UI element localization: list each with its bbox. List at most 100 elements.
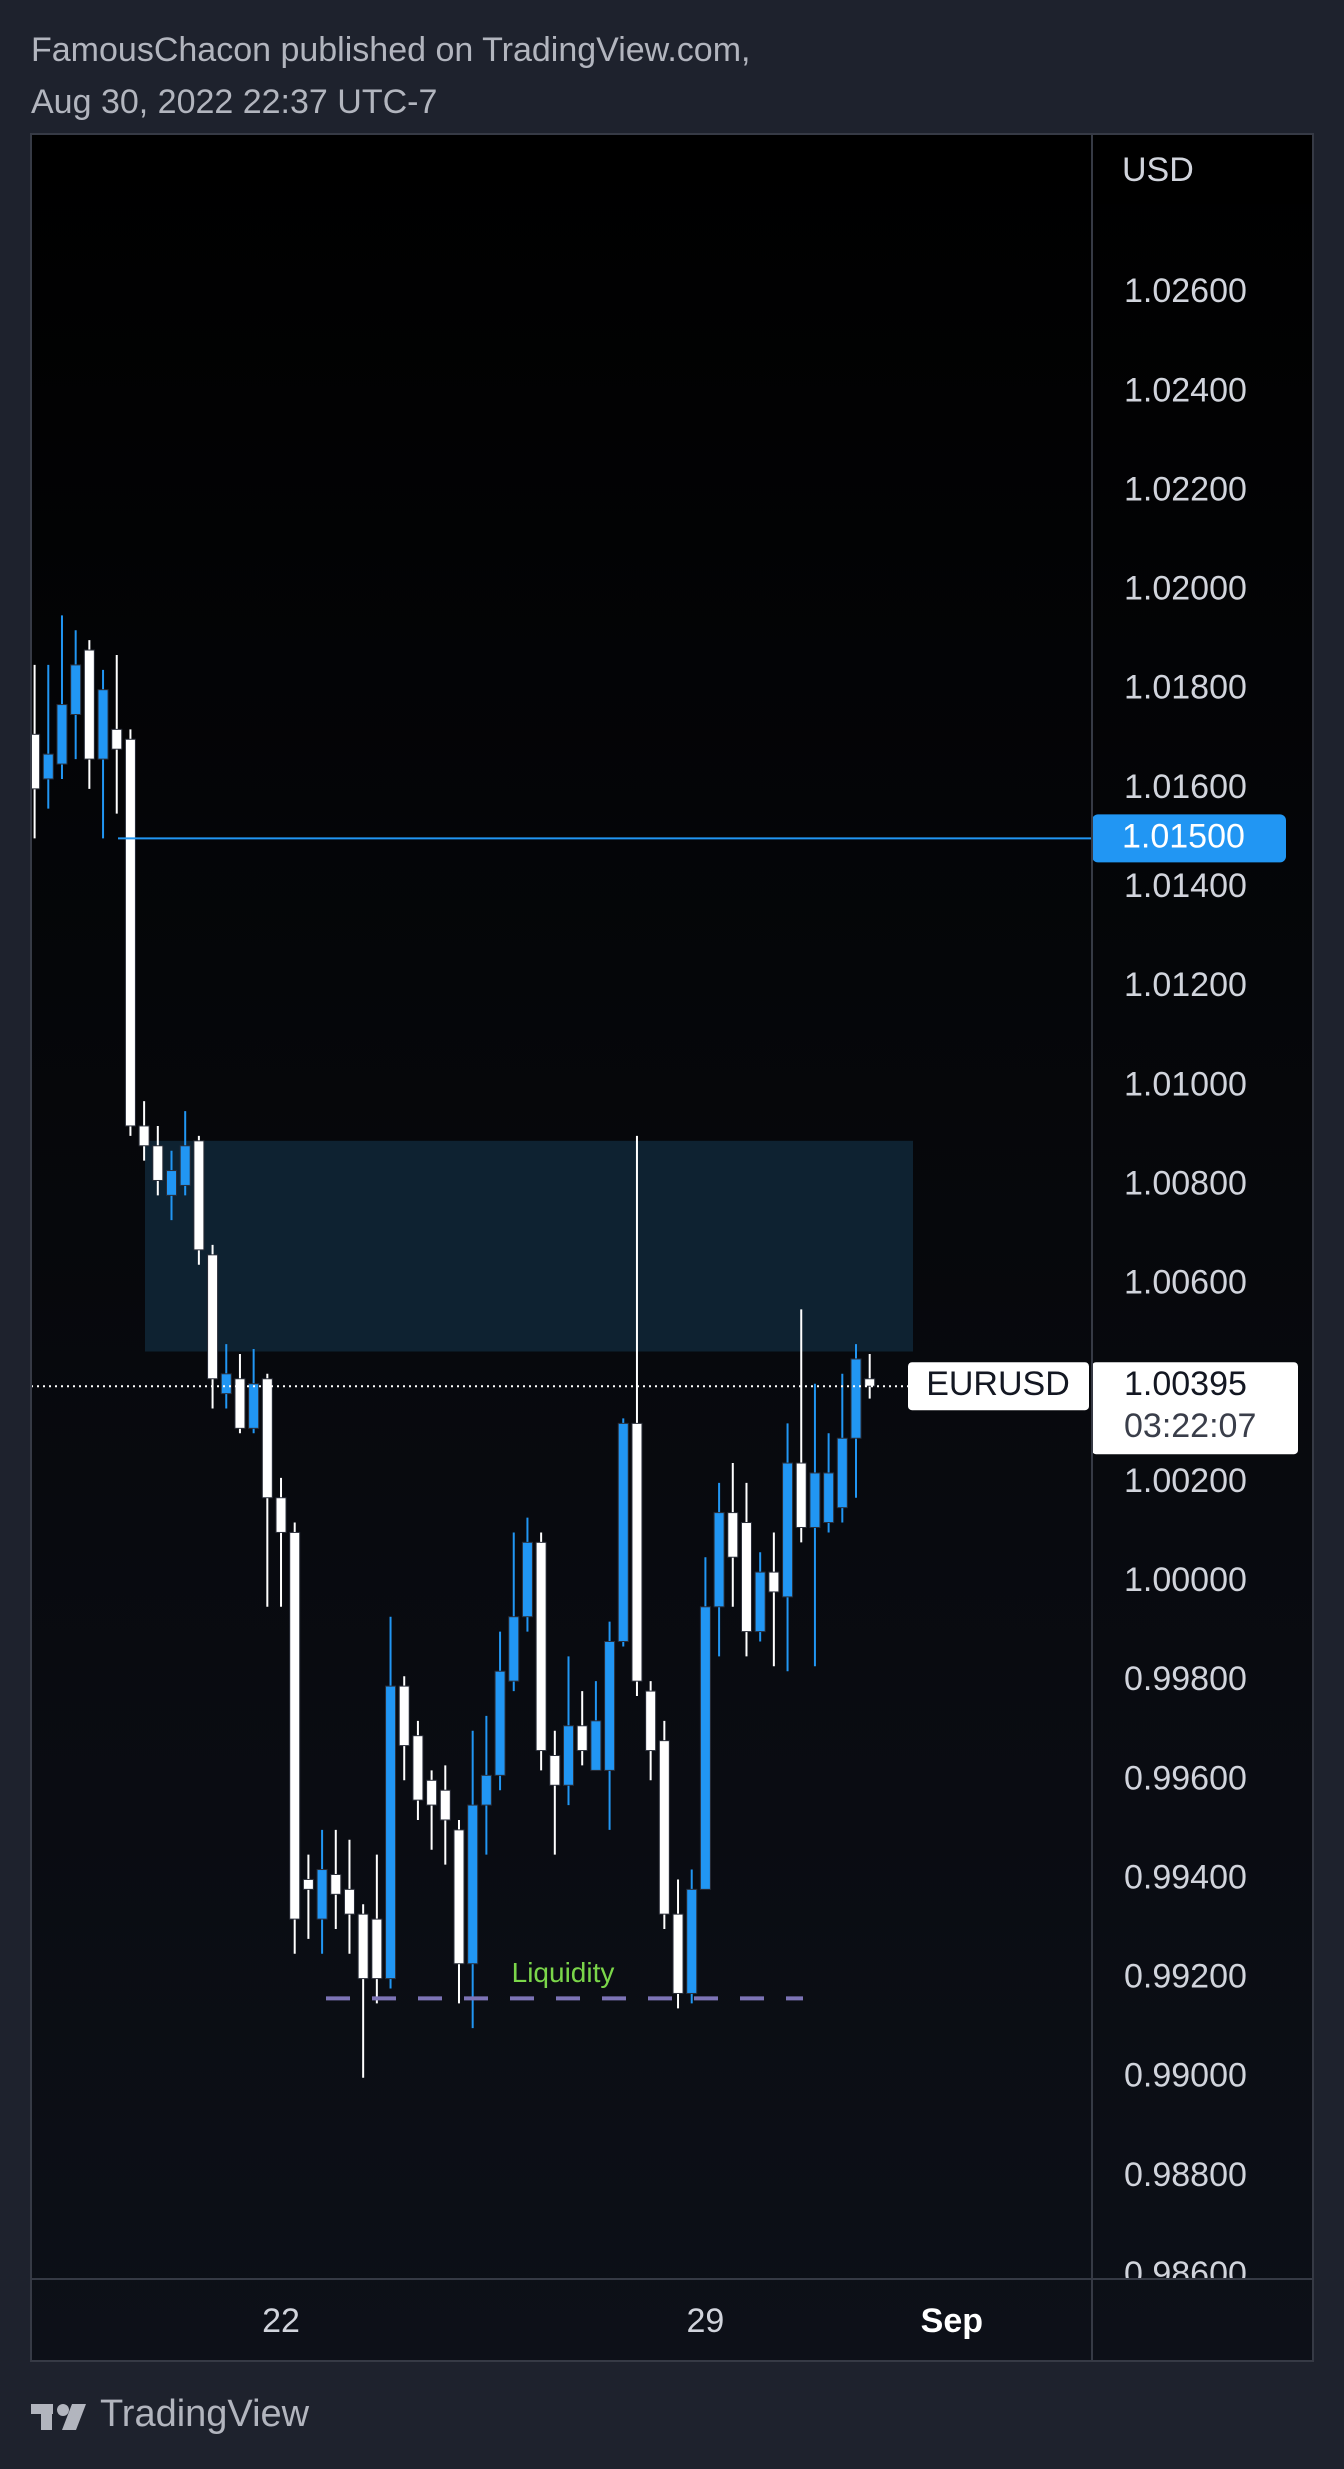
candle-body [604,1640,616,1771]
candle-body [261,1378,273,1499]
candle-body [508,1616,520,1682]
candle-body [754,1571,766,1633]
candle-body [124,738,136,1127]
y-axis-label: USD [1122,151,1194,189]
candle-body [289,1531,301,1920]
y-tick-label: 1.01400 [1124,867,1247,905]
candle-body [97,689,109,760]
candle-body [398,1685,410,1747]
logo-part [41,2404,52,2430]
candle-body [56,704,68,765]
plot-area: Liquidity [31,615,1092,2078]
candle-body [549,1755,561,1786]
candle-body [521,1541,533,1618]
candle-body [576,1725,588,1752]
candle-body [385,1685,397,1980]
brand-name: TradingView [100,2393,310,2435]
candle-body [275,1497,287,1533]
candle-body [563,1725,575,1786]
candle-body [686,1888,698,1994]
candle-body [330,1873,342,1895]
y-tick-label: 0.98600 [1124,2255,1247,2293]
candle-body [111,728,123,750]
logo-part [62,2404,86,2430]
candle-body [220,1373,232,1395]
candle-body [453,1829,465,1965]
candle-body [535,1541,547,1752]
supply-zone [145,1140,913,1352]
candle-body [371,1918,383,1980]
candle-body [850,1358,862,1439]
candle-body [207,1254,219,1380]
candle-body [823,1472,835,1524]
publish-date: Aug 30, 2022 22:37 UTC-7 [31,83,437,121]
candle-body [809,1472,821,1528]
candle-body [672,1913,684,1994]
candle-body [439,1789,451,1821]
y-tick-label: 0.99400 [1124,1858,1247,1896]
annotation-text: Liquidity [512,1957,615,1988]
x-tick-label: Sep [921,2302,983,2340]
axis-header [1093,134,1312,204]
candle-body [426,1779,438,1806]
y-tick-label: 0.99800 [1124,1660,1247,1698]
candle-body [494,1670,506,1776]
candle-body [740,1522,752,1633]
y-tick-label: 1.00800 [1124,1164,1247,1202]
candle-body [343,1888,355,1915]
y-tick-label: 1.02200 [1124,470,1247,508]
level-label: 1.01500 [1122,817,1245,855]
candle-body [713,1512,725,1608]
candle-body [152,1145,164,1181]
candle-body [302,1878,314,1890]
y-tick-label: 1.00200 [1124,1462,1247,1500]
level-label-box [1092,814,1286,863]
candle-body [357,1913,369,1980]
candle-body [234,1378,246,1429]
candle-body [658,1740,670,1915]
candle-body [42,753,54,780]
last-price-label: 1.00395 [1124,1365,1247,1403]
y-tick-label: 1.02400 [1124,371,1247,409]
candle-body [590,1720,602,1771]
y-tick-label: 1.02600 [1124,272,1247,310]
candle-body [316,1869,328,1920]
candle-body [31,733,41,790]
overlay: 1.01500 EURUSD 1.00395 03:22:07 [908,814,1298,1455]
candle-body [138,1125,150,1147]
y-tick-label: 0.99200 [1124,1958,1247,1996]
candle-body [166,1170,177,1196]
candle-body [412,1735,424,1801]
y-tick-label: 1.00000 [1124,1561,1247,1599]
logo-part [57,2404,69,2416]
candle-body [645,1690,657,1752]
symbol-label: EURUSD [926,1365,1070,1403]
y-tick-label: 1.00600 [1124,1264,1247,1302]
candle-body [70,664,82,715]
candle-body [193,1140,205,1251]
chart-frame [30,133,1314,2362]
y-tick-label: 1.01800 [1124,669,1247,707]
candle-body [480,1774,492,1806]
candle-body [864,1378,876,1387]
y-tick-label: 1.01600 [1124,768,1247,806]
brand-logo [31,2404,86,2430]
candle-body [836,1437,848,1509]
price-box [1092,1362,1298,1455]
y-tick-label: 1.01000 [1124,1065,1247,1103]
x-tick-label: 29 [686,2302,724,2340]
publisher: FamousChacon published on TradingView.co… [31,31,750,69]
y-tick-label: 0.99600 [1124,1759,1247,1797]
candle-body [179,1145,191,1186]
y-tick-label: 0.98800 [1124,2156,1247,2194]
y-tick-label: 1.02000 [1124,570,1247,608]
candle-body [795,1462,807,1528]
candle-body [768,1571,780,1593]
time-axis: 22 29 Sep [262,2302,983,2340]
candle-body [631,1422,643,1682]
candle-body [699,1606,711,1890]
y-tick-label: 1.01200 [1124,966,1247,1004]
candle-body [83,649,95,760]
